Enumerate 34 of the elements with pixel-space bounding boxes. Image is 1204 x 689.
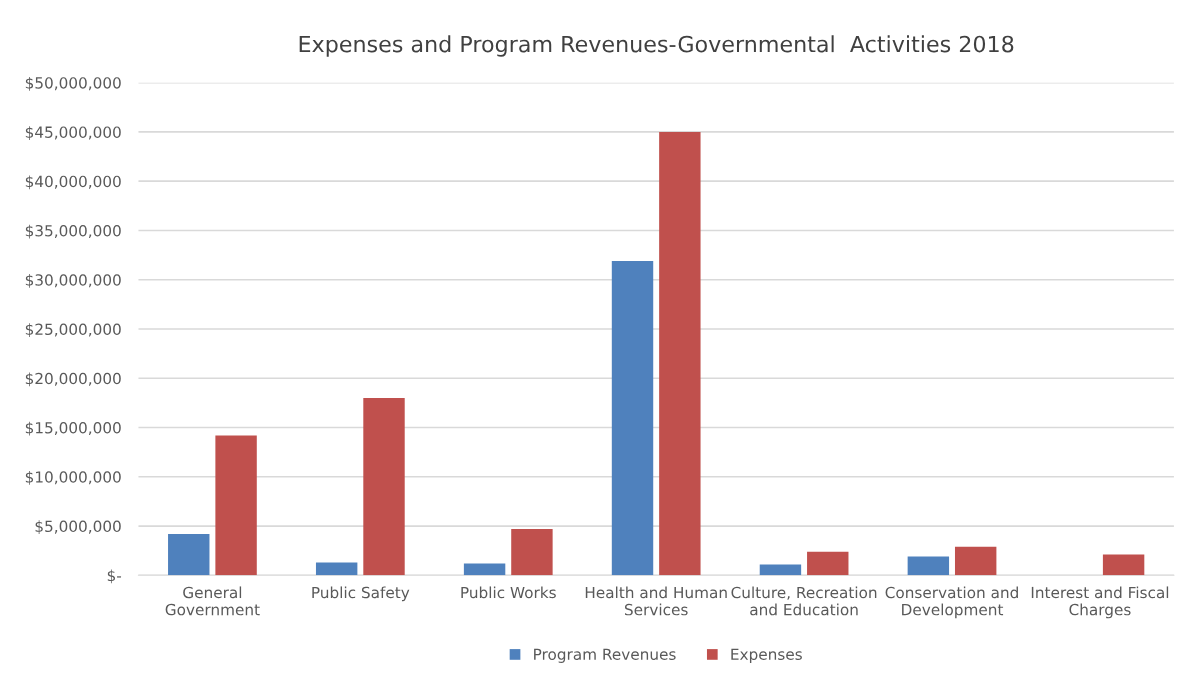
y-tick-label: $5,000,000 bbox=[35, 520, 121, 535]
y-tick-label: $30,000,000 bbox=[25, 273, 121, 288]
x-tick-label: Culture, Recreation and Education bbox=[731, 586, 877, 616]
bar bbox=[759, 564, 802, 576]
bar bbox=[315, 562, 358, 576]
y-tick-label: $15,000,000 bbox=[25, 421, 121, 436]
y-tick-label: $25,000,000 bbox=[25, 323, 121, 338]
y-tick-label: $35,000,000 bbox=[25, 224, 121, 239]
bar bbox=[659, 131, 701, 576]
x-tick-label: General Government bbox=[165, 586, 260, 616]
chart-title: Expenses and Program Revenues-Governmental Activities 2018 bbox=[299, 35, 1014, 57]
y-tick-label: $45,000,000 bbox=[25, 126, 121, 140]
y-tick-label: $20,000,000 bbox=[25, 372, 121, 387]
x-tick-label: Conservation and Development bbox=[885, 586, 1018, 619]
legend-label: Program Revenues bbox=[534, 648, 676, 663]
y-tick-label: $40,000,000 bbox=[25, 175, 121, 190]
x-tick-label: Public Safety bbox=[312, 586, 410, 602]
y-tick-label: $10,000,000 bbox=[25, 470, 121, 485]
bar bbox=[168, 533, 210, 576]
bar bbox=[511, 529, 553, 576]
y-tick-label: $50,000,000 bbox=[25, 76, 121, 91]
x-tick-label: Public Works bbox=[461, 586, 556, 599]
x-tick-label: Interest and Fiscal Charges bbox=[1031, 586, 1169, 619]
bar bbox=[907, 556, 950, 576]
bar bbox=[611, 261, 654, 576]
legend-label: Expenses bbox=[731, 648, 802, 663]
bar bbox=[215, 435, 257, 576]
bar bbox=[954, 546, 997, 576]
y-tick-label: $- bbox=[107, 569, 122, 584]
bar bbox=[807, 551, 849, 576]
bar bbox=[1102, 554, 1145, 576]
x-tick-label: Health and Human Services bbox=[585, 586, 727, 616]
bar bbox=[463, 563, 506, 576]
bar bbox=[363, 397, 405, 576]
